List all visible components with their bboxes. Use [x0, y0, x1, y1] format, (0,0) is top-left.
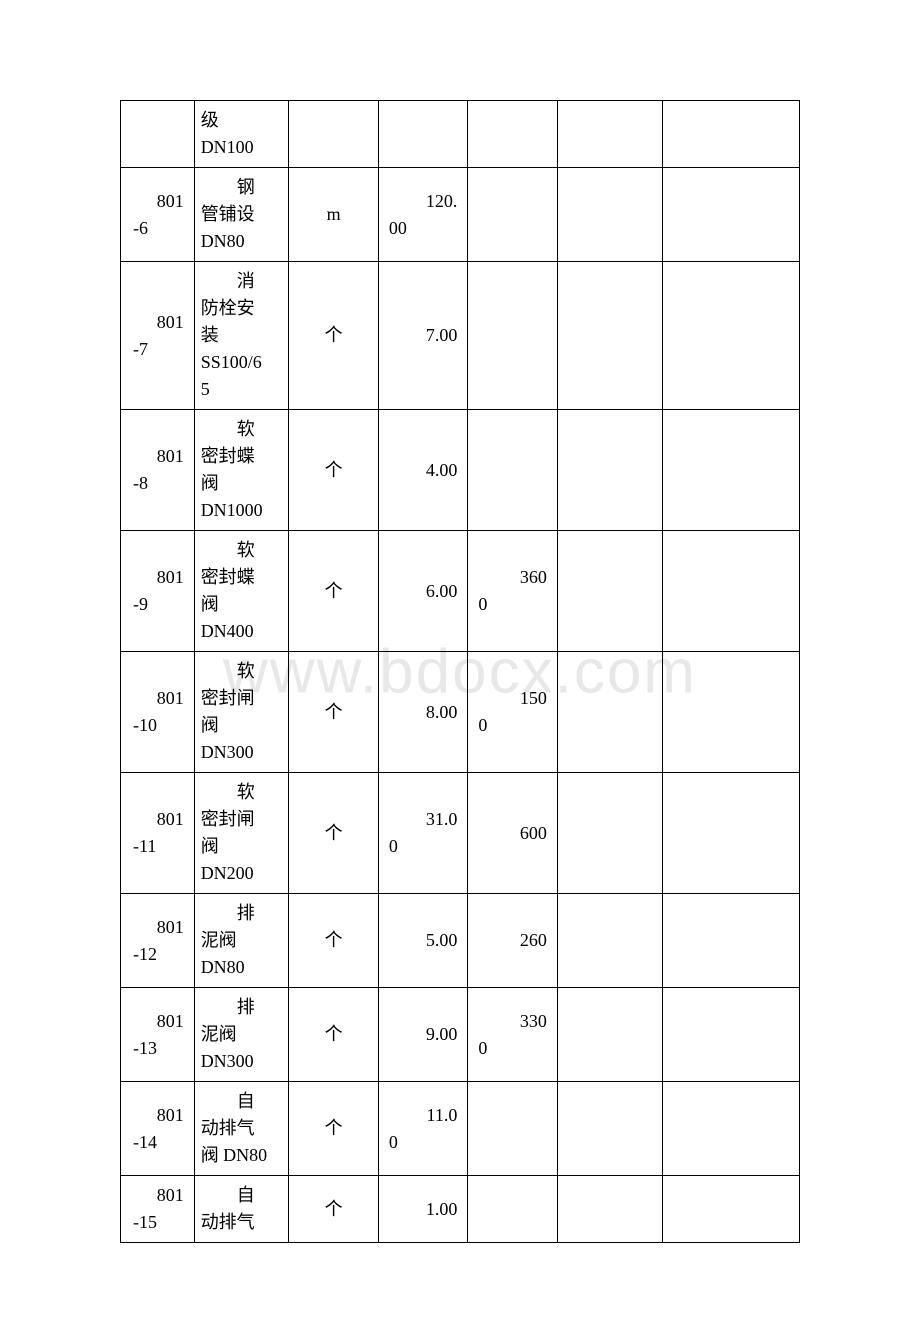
table-row: 801-12 排泥阀DN80 个 5.00 260 [121, 894, 800, 988]
cell-code: 801-10 [121, 652, 195, 773]
cell-description: 自动排气阀 DN80 [194, 1082, 289, 1176]
cell-c6 [557, 894, 662, 988]
cell-quantity: 5.00 [378, 894, 467, 988]
table-row: 801-10 软密封闸阀DN300 个 8.00 1500 [121, 652, 800, 773]
cell-description: 自动排气 [194, 1176, 289, 1243]
cell-c7 [663, 894, 800, 988]
cell-unit: 个 [289, 773, 378, 894]
table-row: 801-6 钢管铺设DN80 m 120.00 [121, 168, 800, 262]
cell-price: 600 [468, 773, 557, 894]
cell-code [121, 101, 195, 168]
cell-c7 [663, 773, 800, 894]
cell-description: 排泥阀DN300 [194, 988, 289, 1082]
data-table: 级DN100 801-6 钢管铺设DN80 m 120.00 801-7 消防栓… [120, 100, 800, 1243]
cell-price: 3600 [468, 531, 557, 652]
cell-c7 [663, 531, 800, 652]
cell-quantity [378, 101, 467, 168]
cell-unit: 个 [289, 1176, 378, 1243]
cell-unit: 个 [289, 894, 378, 988]
cell-code: 801-14 [121, 1082, 195, 1176]
table-row: 801-14 自动排气阀 DN80 个 11.00 [121, 1082, 800, 1176]
cell-description: 软密封闸阀DN300 [194, 652, 289, 773]
cell-code: 801-12 [121, 894, 195, 988]
cell-c7 [663, 652, 800, 773]
cell-description: 软密封蝶阀DN400 [194, 531, 289, 652]
cell-quantity: 7.00 [378, 262, 467, 410]
cell-quantity: 8.00 [378, 652, 467, 773]
cell-c6 [557, 773, 662, 894]
cell-price [468, 168, 557, 262]
cell-description: 排泥阀DN80 [194, 894, 289, 988]
cell-c6 [557, 531, 662, 652]
table-row: 801-15 自动排气 个 1.00 [121, 1176, 800, 1243]
table-row: 801-7 消防栓安装SS100/65 个 7.00 [121, 262, 800, 410]
cell-c7 [663, 410, 800, 531]
cell-unit: 个 [289, 1082, 378, 1176]
cell-c7 [663, 101, 800, 168]
cell-c6 [557, 1082, 662, 1176]
cell-unit: m [289, 168, 378, 262]
cell-price [468, 1176, 557, 1243]
cell-c7 [663, 1082, 800, 1176]
cell-quantity: 11.00 [378, 1082, 467, 1176]
cell-c6 [557, 410, 662, 531]
cell-c7 [663, 1176, 800, 1243]
cell-c6 [557, 1176, 662, 1243]
cell-price [468, 1082, 557, 1176]
cell-description: 级DN100 [194, 101, 289, 168]
table-row: 801-8 软密封蝶阀DN1000 个 4.00 [121, 410, 800, 531]
cell-price: 260 [468, 894, 557, 988]
cell-c6 [557, 168, 662, 262]
cell-code: 801-7 [121, 262, 195, 410]
table-row: 801-11 软密封闸阀DN200 个 31.00 600 [121, 773, 800, 894]
cell-description: 软密封蝶阀DN1000 [194, 410, 289, 531]
cell-quantity: 31.00 [378, 773, 467, 894]
cell-c7 [663, 988, 800, 1082]
cell-code: 801-11 [121, 773, 195, 894]
cell-code: 801-9 [121, 531, 195, 652]
cell-code: 801-13 [121, 988, 195, 1082]
cell-quantity: 120.00 [378, 168, 467, 262]
table-row: 801-13 排泥阀DN300 个 9.00 3300 [121, 988, 800, 1082]
cell-unit: 个 [289, 988, 378, 1082]
cell-description: 软密封闸阀DN200 [194, 773, 289, 894]
cell-quantity: 1.00 [378, 1176, 467, 1243]
cell-quantity: 4.00 [378, 410, 467, 531]
cell-description: 消防栓安装SS100/65 [194, 262, 289, 410]
cell-c7 [663, 168, 800, 262]
cell-unit: 个 [289, 262, 378, 410]
table-body: 级DN100 801-6 钢管铺设DN80 m 120.00 801-7 消防栓… [121, 101, 800, 1243]
cell-code: 801-15 [121, 1176, 195, 1243]
table-row: 801-9 软密封蝶阀DN400 个 6.00 3600 [121, 531, 800, 652]
cell-unit: 个 [289, 531, 378, 652]
cell-c7 [663, 262, 800, 410]
cell-price [468, 262, 557, 410]
cell-c6 [557, 652, 662, 773]
cell-description: 钢管铺设DN80 [194, 168, 289, 262]
cell-c6 [557, 988, 662, 1082]
cell-code: 801-6 [121, 168, 195, 262]
cell-unit: 个 [289, 652, 378, 773]
cell-price [468, 101, 557, 168]
table-row: 级DN100 [121, 101, 800, 168]
cell-price: 1500 [468, 652, 557, 773]
cell-quantity: 6.00 [378, 531, 467, 652]
cell-unit [289, 101, 378, 168]
cell-unit: 个 [289, 410, 378, 531]
cell-c6 [557, 101, 662, 168]
cell-price [468, 410, 557, 531]
cell-code: 801-8 [121, 410, 195, 531]
cell-price: 3300 [468, 988, 557, 1082]
cell-quantity: 9.00 [378, 988, 467, 1082]
cell-c6 [557, 262, 662, 410]
